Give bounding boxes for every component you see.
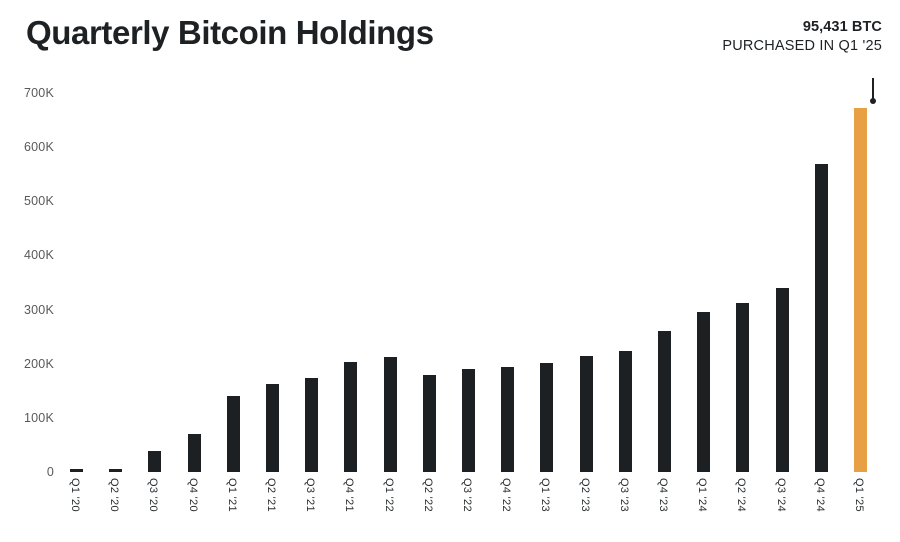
annotation-arrow-icon (869, 78, 876, 108)
page-title: Quarterly Bitcoin Holdings (26, 14, 434, 51)
annotation-callout: 95,431 BTC PURCHASED IN Q1 '25 (722, 18, 882, 56)
arrow-stem (872, 78, 874, 100)
x-axis-tick-label: Q1 '23 (539, 478, 552, 512)
bar (109, 469, 123, 472)
y-axis: 700K 600K 500K 400K 300K 200K 100K 0 (0, 0, 62, 542)
annotation-value: 95,431 BTC (802, 19, 882, 35)
arrow-head (869, 98, 876, 104)
bar (187, 433, 201, 472)
x-axis-tick-label: Q1 '21 (225, 478, 238, 512)
x-axis-tick-label: Q3 '24 (774, 478, 787, 512)
bar (305, 377, 319, 472)
y-axis-tick-label: 100K (24, 410, 54, 425)
y-axis-tick-label: 0 (46, 465, 54, 479)
x-axis-tick-label: Q2 '22 (421, 478, 434, 512)
bar (579, 356, 593, 472)
bar (70, 469, 83, 472)
x-axis-tick-label: Q2 '20 (108, 478, 121, 512)
y-axis-tick-label: 700K (24, 86, 54, 100)
annotation-label: PURCHASED IN Q1 '25 (722, 38, 882, 55)
y-axis-tick-label: 600K (24, 140, 54, 155)
bar (501, 366, 515, 472)
x-axis-tick-label: Q2 '23 (578, 478, 591, 512)
bar (775, 287, 789, 472)
bar (814, 164, 828, 472)
x-axis-tick-label: Q2 '21 (265, 478, 277, 512)
x-axis-tick-label: Q4 '21 (343, 478, 356, 512)
bar (148, 451, 162, 472)
bar (618, 351, 632, 472)
x-axis-tick-label: Q3 '21 (304, 478, 317, 512)
x-axis-tick-label: Q1 '22 (382, 478, 395, 512)
bar (854, 107, 867, 472)
bar (266, 383, 279, 472)
x-axis-tick-label: Q1 '24 (696, 478, 709, 512)
y-axis-tick-label: 300K (24, 302, 54, 317)
bar (383, 356, 397, 472)
bar (226, 396, 240, 472)
x-axis-tick-label: Q4 '23 (657, 478, 669, 512)
bar (736, 303, 750, 472)
bar (462, 369, 475, 472)
x-axis-tick-label: Q3 '22 (461, 478, 473, 512)
y-axis-tick-label: 500K (24, 194, 54, 209)
bar (540, 362, 554, 472)
bar (658, 330, 671, 472)
bar (697, 312, 711, 472)
x-axis-tick-label: Q3 '23 (617, 478, 630, 512)
y-axis-tick-label: 200K (24, 356, 54, 371)
x-axis-tick-label: Q2 '24 (735, 478, 748, 512)
x-axis-tick-label: Q1 '25 (853, 478, 865, 512)
bar (422, 374, 436, 472)
x-axis-tick-label: Q4 '24 (813, 478, 826, 512)
x-axis-tick-label: Q4 '22 (500, 478, 513, 512)
x-axis-tick-label: Q4 '20 (186, 478, 199, 512)
x-axis-tick-label: Q3 '20 (147, 478, 160, 512)
y-axis-tick-label: 400K (24, 248, 54, 263)
bar (344, 361, 358, 472)
x-axis-tick-label: Q1 '20 (69, 478, 81, 512)
